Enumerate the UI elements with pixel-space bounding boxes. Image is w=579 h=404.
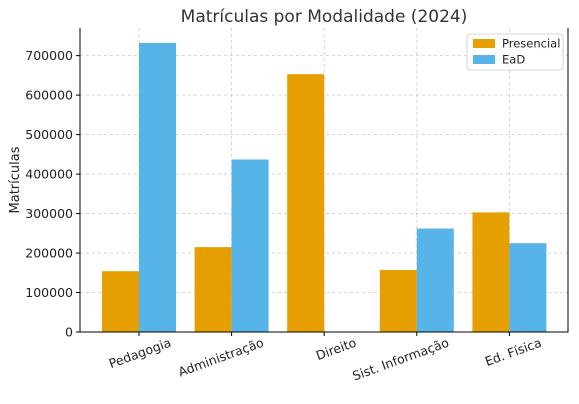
y-tick-label: 600000 <box>25 88 73 103</box>
bar-presencial-4 <box>472 212 510 332</box>
legend-swatch-ead <box>473 55 495 64</box>
y-axis-label: Matrículas <box>8 146 23 213</box>
y-tick-label: 400000 <box>25 167 73 182</box>
x-tick-label: Pedagogia <box>107 335 173 371</box>
y-tick-label: 0 <box>65 325 73 340</box>
bar-ead-1 <box>231 159 269 332</box>
bar-presencial-3 <box>379 270 417 332</box>
y-tick-label: 500000 <box>25 127 73 142</box>
bar-presencial-2 <box>287 74 325 333</box>
legend-swatch-presencial <box>473 39 495 48</box>
y-tick-label: 100000 <box>25 285 73 300</box>
y-ticks: 0 100000 200000 300000 400000 500000 600000 700… <box>25 48 80 340</box>
bar-ead-4 <box>509 243 547 332</box>
x-tick-label: Sist. Informação <box>350 335 450 384</box>
x-tick-label: Administração <box>176 335 265 380</box>
bar-ead-3 <box>416 228 454 332</box>
y-tick-label: 700000 <box>25 48 73 63</box>
legend: Presencial EaD <box>466 33 564 71</box>
bars-layer <box>102 43 547 333</box>
y-tick-label: 200000 <box>25 246 73 261</box>
legend-label-ead: EaD <box>502 53 525 67</box>
y-tick-label: 300000 <box>25 206 73 221</box>
bar-ead-0 <box>139 43 176 333</box>
chart-title: Matrículas por Modalidade (2024) <box>181 7 468 27</box>
x-tick-label: Direito <box>314 335 358 363</box>
bar-presencial-0 <box>102 271 139 332</box>
legend-label-presencial: Presencial <box>502 37 560 51</box>
x-tick-label: Ed. Física <box>483 335 544 369</box>
bar-presencial-1 <box>194 247 232 332</box>
